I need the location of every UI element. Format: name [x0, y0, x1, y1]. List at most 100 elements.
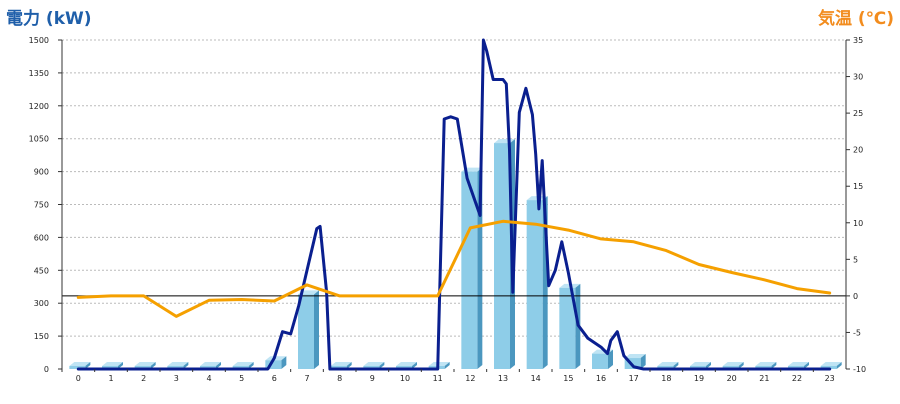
bar-side — [738, 362, 744, 369]
x-tick-label: 23 — [825, 374, 835, 383]
bar-top — [200, 362, 221, 366]
left-tick-label: 450 — [34, 266, 49, 275]
left-tick-label: 600 — [34, 233, 49, 242]
right-tick-label: 10 — [853, 219, 863, 228]
bar-side — [640, 354, 646, 369]
x-tick-label: 3 — [174, 374, 179, 383]
bar — [69, 362, 91, 369]
x-tick-label: 15 — [563, 374, 573, 383]
x-tick-label: 17 — [629, 374, 639, 383]
bar-top — [232, 362, 254, 366]
right-tick-label: 25 — [853, 109, 863, 118]
bar-top — [755, 362, 777, 366]
bar-top — [167, 362, 189, 366]
bar-top — [690, 362, 711, 366]
right-tick-label: 15 — [853, 182, 863, 191]
bar-front — [592, 353, 608, 369]
bar — [298, 290, 319, 369]
bar-side — [314, 290, 319, 369]
x-tick-label: 19 — [694, 374, 704, 383]
x-tick-label: 0 — [76, 374, 81, 383]
bar-side — [248, 362, 254, 369]
right-tick-label: 35 — [853, 36, 863, 45]
bar-side — [477, 167, 483, 369]
bar-top — [69, 362, 91, 366]
bar-side — [706, 362, 711, 369]
bar-side — [85, 362, 91, 369]
x-tick-label: 13 — [498, 374, 508, 383]
power-line — [76, 38, 832, 371]
left-tick-label: 150 — [34, 332, 49, 341]
grid-layer — [62, 39, 846, 337]
right-axis-title: 気温 (℃) — [817, 9, 894, 29]
left-tick-label: 1500 — [29, 36, 49, 45]
x-tick-label: 5 — [239, 374, 244, 383]
bar-side — [608, 349, 613, 369]
left-tick-label: 300 — [34, 299, 49, 308]
right-tick-label: 0 — [853, 292, 858, 301]
left-tick-label: 1350 — [29, 69, 49, 78]
bar-side — [379, 362, 385, 369]
bar-top — [820, 362, 842, 366]
bar-side — [412, 362, 417, 369]
bar-top — [102, 362, 123, 366]
bar-side — [150, 362, 156, 369]
bar-side — [216, 362, 221, 369]
bar-front — [461, 171, 478, 369]
bar-side — [444, 362, 450, 369]
x-tick-label: 16 — [596, 374, 606, 383]
x-tick-label: 18 — [661, 374, 671, 383]
x-tick-label: 8 — [337, 374, 342, 383]
x-tick-label: 21 — [759, 374, 769, 383]
x-tick-label: 14 — [531, 374, 541, 383]
bar-side — [281, 356, 287, 369]
x-tick-label: 1 — [108, 374, 113, 383]
bar — [265, 356, 287, 369]
bar-side — [804, 362, 809, 369]
bar-side — [346, 362, 352, 369]
left-tick-label: 750 — [34, 201, 49, 210]
bar-front — [526, 200, 543, 369]
x-tick-label: 20 — [727, 374, 737, 383]
right-tick-label: 5 — [853, 255, 858, 264]
right-tick-label: 30 — [853, 73, 863, 82]
bar-top — [363, 362, 385, 366]
x-tick-label: 2 — [141, 374, 146, 383]
x-tick-label: 6 — [272, 374, 277, 383]
bar-side — [771, 362, 777, 369]
left-tick-label: 900 — [34, 168, 49, 177]
x-tick-label: 10 — [400, 374, 410, 383]
bar-side — [673, 362, 679, 369]
bar-front — [69, 366, 86, 369]
bar-top — [396, 362, 417, 366]
bar-front — [559, 287, 576, 369]
bar-top — [788, 362, 809, 366]
x-tick-label: 12 — [465, 374, 475, 383]
bar-top — [134, 362, 156, 366]
temperature-line — [76, 219, 832, 318]
bar-side — [836, 362, 842, 369]
left-tick-label: 0 — [44, 365, 49, 374]
axis-layer: 01503004506007509001050120013501500-10-5… — [29, 36, 866, 383]
bar-top — [657, 362, 679, 366]
line-layer — [62, 38, 846, 371]
bar-layer — [69, 139, 842, 369]
bar-front — [265, 360, 282, 369]
bar-front — [298, 294, 314, 369]
x-tick-label: 4 — [206, 374, 211, 383]
right-tick-label: 20 — [853, 146, 863, 155]
bar-side — [118, 362, 123, 369]
x-tick-label: 7 — [304, 374, 309, 383]
bar — [592, 349, 613, 369]
right-tick-label: -5 — [853, 328, 861, 337]
x-tick-label: 11 — [433, 374, 443, 383]
bar-top — [265, 356, 287, 361]
bar-front — [494, 143, 510, 369]
left-tick-label: 1050 — [29, 135, 49, 144]
bar-top — [624, 354, 646, 359]
x-tick-label: 22 — [792, 374, 802, 383]
bar-side — [183, 362, 189, 369]
bar-top — [722, 362, 744, 366]
left-axis-title: 電力 (kW) — [6, 9, 92, 29]
